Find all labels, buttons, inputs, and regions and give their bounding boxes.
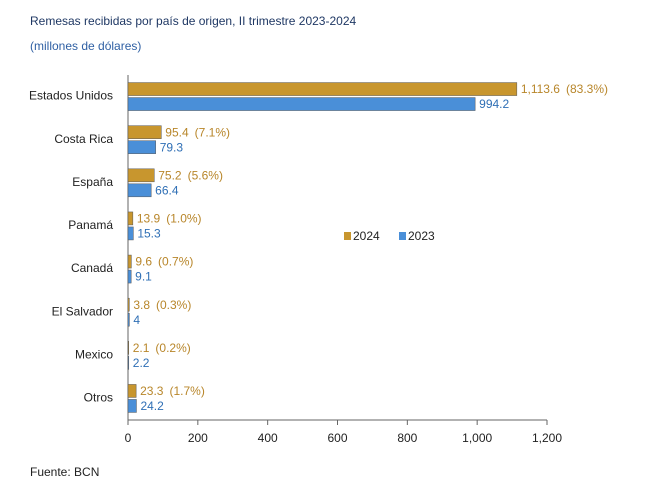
x-tick-label: 800 [397, 431, 417, 445]
value-label: 75.2 [158, 168, 182, 182]
value-label: 9.6 [135, 255, 152, 269]
bar [127, 140, 156, 154]
value-label: 9.1 [135, 270, 152, 284]
legend-swatch [399, 232, 406, 240]
value-label: 15.3 [137, 227, 161, 241]
x-tick-label: 400 [258, 431, 278, 445]
value-label: 66.4 [155, 183, 179, 197]
y-tick-label: España [72, 175, 113, 189]
chart-title: Remesas recibidas por país de origen, II… [30, 14, 356, 28]
x-tick-label: 1,200 [532, 431, 562, 445]
bar [127, 399, 137, 413]
legend-swatch [344, 232, 351, 240]
y-tick-label: Estados Unidos [29, 89, 113, 103]
value-label: 4 [133, 313, 140, 327]
share-label: (0.7%) [158, 255, 193, 269]
bar [127, 183, 152, 198]
bar [127, 226, 134, 241]
value-label: 2.1 [133, 341, 150, 355]
value-label: 13.9 [137, 212, 161, 226]
share-label: (1.7%) [169, 384, 204, 398]
y-tick-label: Mexico [75, 347, 113, 361]
y-tick-label: Panamá [68, 218, 113, 232]
chart-subtitle: (millones de dólares) [30, 39, 141, 53]
x-tick-label: 600 [327, 431, 347, 445]
bar [127, 125, 162, 139]
bar [127, 269, 132, 284]
x-tick-label: 1,000 [462, 431, 492, 445]
bar [127, 254, 132, 269]
legend-label: 2024 [353, 229, 380, 243]
value-label: 23.3 [140, 384, 164, 398]
share-label: (5.6%) [188, 168, 223, 182]
legend-label: 2023 [408, 229, 435, 243]
bar [127, 97, 476, 111]
x-tick-label: 0 [125, 431, 132, 445]
y-tick-label: Canadá [71, 261, 113, 275]
share-label: (7.1%) [195, 125, 230, 139]
y-tick-label: Otros [84, 391, 113, 405]
bar [127, 297, 130, 312]
bar [127, 341, 129, 355]
y-tick-label: El Salvador [52, 304, 113, 318]
bar [127, 168, 155, 183]
value-label: 24.2 [140, 399, 164, 413]
bar [127, 312, 130, 327]
y-tick-label: Costa Rica [54, 132, 113, 146]
value-label: 95.4 [165, 125, 189, 139]
bar [127, 211, 134, 226]
bar [127, 82, 518, 96]
share-label: (0.3%) [156, 298, 191, 312]
value-label: 994.2 [479, 97, 509, 111]
value-label: 79.3 [160, 140, 184, 154]
value-label: 1,113.6 [521, 82, 560, 96]
value-label: 2.2 [133, 356, 150, 370]
x-tick-label: 200 [188, 431, 208, 445]
bar [127, 384, 137, 398]
bar [127, 356, 130, 370]
share-label: (1.0%) [166, 212, 201, 226]
source: Fuente: BCN [30, 465, 99, 479]
value-label: 3.8 [133, 298, 150, 312]
share-label: (83.3%) [566, 82, 608, 96]
share-label: (0.2%) [155, 341, 190, 355]
